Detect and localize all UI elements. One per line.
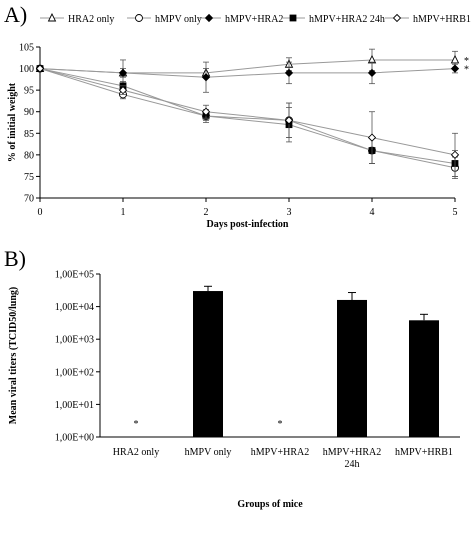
y-tick-label: 105 [19, 43, 34, 54]
legend-marker [289, 14, 297, 22]
data-point [118, 86, 128, 95]
x-tick-label: 0 [38, 207, 43, 218]
legend-label: hMPV+HRB1 [413, 14, 471, 25]
y-tick-label: 100 [19, 64, 34, 75]
data-point [118, 68, 128, 78]
legend-item: HRA2 only [40, 12, 114, 25]
x-tick-label: hMPV+HRB1 [395, 447, 453, 458]
y-axis-title: % of initial weight [7, 82, 18, 162]
data-point [450, 64, 460, 73]
data-point [201, 73, 211, 82]
series [35, 48, 460, 78]
legend-label: hMPV+HRA2 24h [309, 14, 385, 25]
significance-star: * [464, 56, 469, 67]
y-tick-label: 90 [24, 107, 34, 118]
legend-marker [135, 14, 143, 22]
panel-label: B) [4, 246, 26, 271]
bar [409, 320, 439, 437]
y-tick-label: 95 [24, 86, 34, 97]
x-axis-title: Days post-infection [207, 219, 289, 230]
x-tick-label: 4 [370, 207, 375, 218]
panel-label: A) [4, 2, 27, 27]
series-line [39, 59, 455, 74]
y-tick-label: 1,00E+01 [55, 400, 94, 411]
series [36, 65, 459, 177]
legend-item: hMPV+HRA2 24h [281, 14, 385, 25]
x-tick-label: 1 [121, 207, 126, 218]
y-tick-label: 70 [24, 194, 34, 205]
y-tick-label: 1,00E+04 [55, 302, 94, 313]
bar [193, 291, 223, 437]
significance-star: * [464, 65, 469, 76]
legend-label: hMPV only [155, 14, 202, 25]
y-tick-label: 1,00E+05 [55, 270, 94, 281]
series-line [39, 68, 456, 169]
legend-label: hMPV+HRA2 [225, 14, 283, 25]
series [35, 64, 460, 177]
x-tick-label: 2 [204, 207, 209, 218]
x-tick-label: hMPV only [185, 447, 232, 458]
y-tick-label: 1,00E+00 [55, 433, 94, 444]
y-tick-label: 75 [24, 172, 34, 183]
y-tick-label: 1,00E+02 [55, 367, 94, 378]
y-tick-label: 1,00E+03 [55, 335, 94, 346]
legend-marker [392, 13, 402, 23]
x-tick-label: 5 [453, 207, 458, 218]
y-tick-label: 80 [24, 150, 34, 161]
x-tick-label: HRA2 only [113, 447, 159, 458]
viral-titer-chart: B) 1,00E+00 1,00E+01 1,00E+02 1,00E+03 1,00E+… [4, 246, 460, 510]
x-tick-label: hMPV+HRA2 24h [323, 447, 381, 470]
series-line [39, 68, 456, 156]
y-axis-title: Mean viral titers (TCID50/lung) [8, 287, 19, 425]
legend-item: hMPV only [127, 14, 202, 25]
series-line [39, 68, 456, 164]
bar [337, 299, 367, 437]
data-point [284, 68, 294, 78]
data-point [201, 107, 211, 116]
x-tick-label: hMPV+HRA2 [251, 447, 309, 458]
significance-star: * [134, 419, 139, 430]
data-point [367, 133, 377, 142]
series-line [39, 68, 456, 78]
data-point [367, 68, 377, 78]
x-tick-label: 3 [287, 207, 292, 218]
legend-marker [47, 12, 57, 22]
legend-label: HRA2 only [68, 14, 114, 25]
x-axis-title: Groups of mice [237, 499, 303, 510]
series [36, 64, 459, 179]
data-point [450, 150, 460, 159]
legend-marker [204, 13, 214, 23]
legend-item: hMPV+HRA2 [197, 13, 283, 25]
data-point [284, 116, 294, 125]
data-point [35, 64, 45, 73]
legend-item: hMPV+HRB1 [385, 13, 471, 25]
data-point [450, 54, 460, 64]
y-tick-label: 85 [24, 129, 34, 140]
weight-chart: A) HRA2 only hMPV only hMPV+HRA2 hMPV+HRA2 2… [4, 2, 471, 230]
significance-star: * [278, 419, 283, 430]
